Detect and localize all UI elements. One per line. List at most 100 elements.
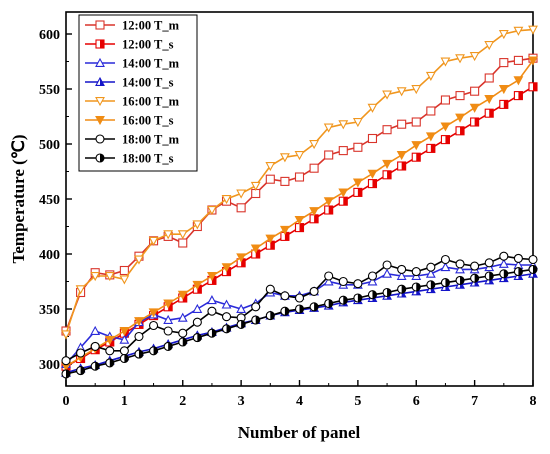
data-point — [367, 133, 378, 144]
data-point — [338, 146, 348, 156]
data-point — [119, 346, 129, 356]
y-axis: 300 350 400 450 500 550 600 — [39, 28, 72, 373]
legend-swatch-marker — [95, 134, 105, 144]
x-tick-label: 6 — [413, 394, 420, 409]
data-point — [236, 253, 247, 263]
data-point — [221, 263, 232, 273]
data-point — [396, 151, 407, 161]
legend-swatch-marker — [95, 153, 105, 163]
data-point — [192, 280, 203, 290]
data-point — [207, 328, 217, 338]
x-tick-label: 3 — [238, 394, 245, 409]
data-point — [119, 353, 129, 364]
series-layer — [61, 25, 538, 379]
data-point — [397, 119, 407, 129]
data-point — [440, 135, 450, 145]
data-point — [528, 82, 538, 92]
legend: 12:00 T_m 12:00 T_s 14:00 T_m 14:00 T_s 16:0… — [78, 14, 198, 172]
data-point — [163, 326, 173, 336]
data-point — [367, 276, 378, 286]
data-point — [90, 341, 100, 351]
data-point — [192, 303, 203, 313]
data-point — [178, 337, 188, 347]
data-point — [177, 290, 188, 300]
data-point — [149, 320, 159, 331]
data-point — [440, 122, 451, 132]
data-point — [265, 162, 276, 172]
data-point — [207, 206, 217, 216]
data-point — [513, 253, 523, 263]
data-point — [513, 26, 524, 36]
data-point — [177, 312, 188, 322]
data-point — [469, 52, 480, 62]
data-point — [470, 117, 480, 127]
data-point — [294, 151, 305, 161]
data-point — [440, 95, 450, 105]
data-point — [455, 126, 465, 136]
data-point — [396, 87, 407, 97]
data-point — [411, 152, 421, 162]
data-point — [484, 258, 494, 268]
x-tick-label: 2 — [179, 394, 186, 409]
data-point — [192, 317, 202, 327]
data-point — [470, 261, 480, 271]
data-point — [499, 251, 509, 261]
data-point — [498, 85, 509, 95]
legend-label: 16:00 T_s — [122, 114, 174, 128]
data-point — [134, 331, 144, 342]
x-tick-label: 5 — [354, 394, 361, 409]
data-point — [440, 57, 451, 67]
legend-swatch-marker — [95, 116, 105, 126]
data-point — [104, 272, 115, 282]
data-point — [455, 264, 465, 274]
data-point — [192, 220, 203, 230]
data-point — [163, 230, 174, 240]
data-point — [236, 203, 246, 213]
series-7 — [61, 264, 538, 379]
data-point — [352, 178, 363, 188]
data-point — [236, 189, 247, 199]
data-point — [440, 254, 450, 265]
legend-label: 14:00 T_s — [122, 76, 174, 90]
y-axis-title: Temperature (℃) — [9, 134, 28, 263]
y-tick-label: 450 — [39, 193, 60, 208]
data-point — [484, 73, 494, 83]
data-point — [411, 141, 422, 151]
data-point — [250, 244, 261, 254]
legend-label: 12:00 T_m — [122, 19, 180, 33]
data-point — [513, 76, 524, 86]
data-point — [61, 369, 71, 379]
data-point — [455, 91, 465, 101]
legend-label: 18:00 T_m — [122, 133, 180, 147]
x-tick-label: 7 — [471, 394, 478, 409]
data-point — [294, 304, 305, 314]
data-point — [163, 341, 173, 351]
data-point — [470, 86, 480, 96]
data-point — [425, 71, 436, 81]
data-point — [279, 225, 290, 235]
data-point — [309, 163, 319, 173]
data-point — [396, 270, 407, 280]
data-point — [528, 25, 538, 35]
plot-area: 0 1 2 3 4 5 6 7 8 300 350 400 450 500 550 600 — [39, 11, 538, 409]
x-tick-label: 4 — [296, 394, 303, 409]
data-point — [324, 271, 334, 281]
data-point — [484, 41, 495, 51]
x-tick-label: 0 — [63, 394, 70, 409]
x-axis-title: Number of panel — [238, 423, 361, 442]
data-point — [280, 291, 290, 301]
data-point — [119, 327, 130, 337]
data-point — [61, 356, 71, 366]
data-point — [309, 302, 319, 312]
data-point — [426, 143, 436, 153]
data-point — [119, 334, 130, 344]
data-point — [323, 276, 334, 286]
data-point — [382, 125, 392, 135]
data-point — [455, 275, 465, 285]
data-point — [528, 254, 538, 265]
data-point — [119, 265, 129, 276]
data-point — [265, 311, 275, 321]
data-point — [207, 295, 217, 305]
data-point — [338, 196, 348, 206]
